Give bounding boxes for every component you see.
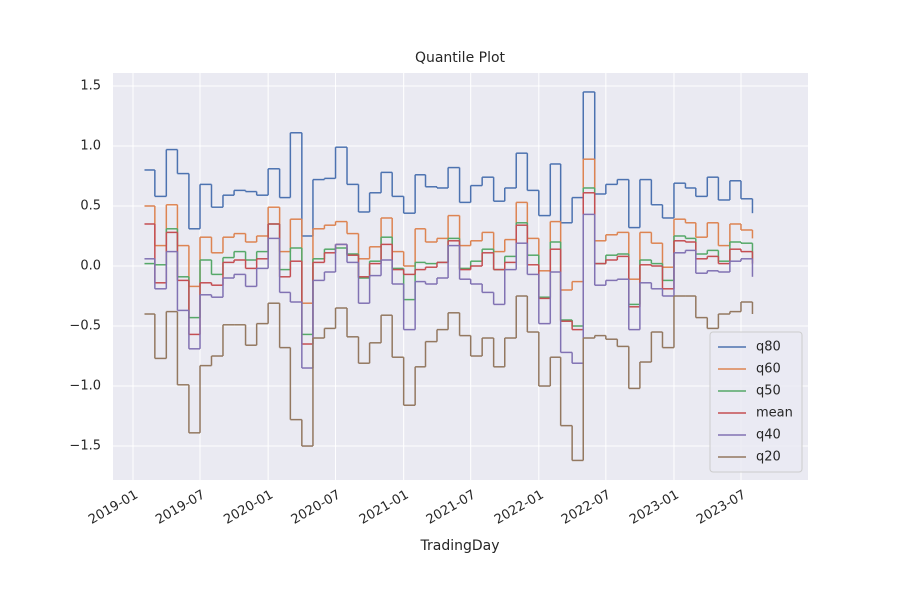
x-tick-label: 2021-01 (357, 488, 412, 528)
y-tick-label: 1.5 (80, 78, 101, 93)
y-tick-label: 0.5 (80, 198, 101, 213)
x-tick-label: 2021-07 (424, 488, 479, 528)
x-tick-label: 2023-07 (694, 488, 749, 528)
y-tick-label: −0.5 (69, 319, 101, 334)
y-tick-label: 1.0 (80, 138, 101, 153)
legend-label: q60 (756, 362, 781, 377)
x-tick-label: 2022-07 (559, 488, 614, 528)
y-tick-label: −1.0 (69, 379, 101, 394)
legend-label: q20 (756, 450, 781, 465)
x-tick-label: 2019-07 (153, 488, 208, 528)
x-tick-label: 2023-01 (627, 488, 682, 528)
y-tick-label: −1.5 (69, 439, 101, 454)
x-tick-label: 2020-01 (221, 488, 276, 528)
legend-label: q50 (756, 384, 781, 399)
y-tick-label: 0.0 (80, 258, 101, 273)
legend-label: q80 (756, 340, 781, 355)
legend-box (709, 331, 803, 473)
legend-label: q40 (756, 428, 781, 443)
legend-label: mean (756, 406, 793, 421)
x-tick-label: 2019-01 (86, 488, 141, 528)
x-tick-label: 2020-07 (289, 488, 344, 528)
x-axis-label: TradingDay (419, 538, 499, 554)
series-line (144, 295, 754, 462)
series-line (144, 213, 754, 369)
plot-area (113, 73, 808, 480)
x-tick-label: 2022-01 (492, 488, 547, 528)
chart-title: Quantile Plot (415, 50, 506, 66)
